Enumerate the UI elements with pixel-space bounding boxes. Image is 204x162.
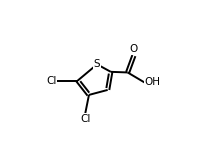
Text: Cl: Cl	[80, 114, 90, 124]
Text: S: S	[94, 59, 100, 69]
Text: OH: OH	[144, 77, 161, 87]
Text: O: O	[130, 44, 138, 54]
Text: Cl: Cl	[46, 75, 57, 86]
